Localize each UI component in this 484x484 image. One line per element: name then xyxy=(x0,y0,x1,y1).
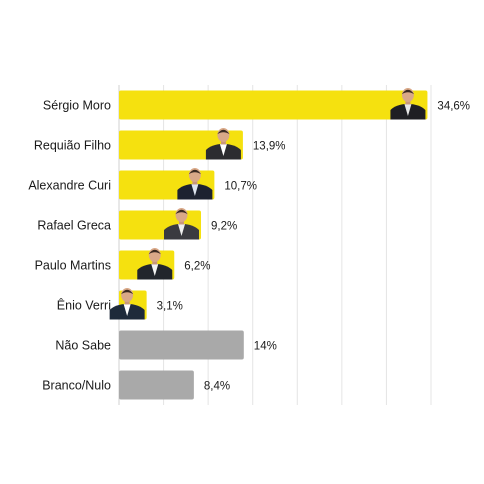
category-label: Ênio Verri xyxy=(57,298,111,313)
person-hair xyxy=(217,129,230,135)
person-hair xyxy=(401,89,415,95)
photo-content xyxy=(137,248,173,280)
candidate-photo xyxy=(109,288,145,320)
person-neck xyxy=(124,299,130,305)
value-label: 9,2% xyxy=(211,221,237,233)
person-neck xyxy=(192,179,198,185)
category-label: Sérgio Moro xyxy=(43,99,111,113)
person-neck xyxy=(405,99,411,105)
bar-row: Ênio Verri 3,1% xyxy=(57,288,183,320)
photo-content xyxy=(177,168,213,200)
bar xyxy=(119,370,194,400)
photo-content xyxy=(390,88,426,120)
value-label: 34,6% xyxy=(437,101,470,113)
value-label: 10,7% xyxy=(224,181,257,193)
person-collar xyxy=(191,184,199,196)
value-label: 8,4% xyxy=(204,381,230,393)
candidate-photo xyxy=(177,168,213,200)
person-neck xyxy=(152,259,158,265)
person-collar xyxy=(219,144,227,156)
bar-row: Requião Filho 13,9% xyxy=(34,128,286,160)
category-label: Paulo Martins xyxy=(35,259,111,273)
person-collar xyxy=(404,104,412,116)
person-collar xyxy=(151,264,159,276)
person-collar xyxy=(178,224,186,236)
bar xyxy=(119,90,428,120)
person-hair xyxy=(148,249,161,255)
bar-row: Não Sabe 14% xyxy=(55,330,277,360)
category-label: Não Sabe xyxy=(55,339,111,353)
photo-content xyxy=(109,288,145,320)
category-label: Requião Filho xyxy=(34,139,111,153)
person-hair xyxy=(175,209,188,215)
candidate-photo xyxy=(205,128,241,160)
bar-row: Paulo Martins 6,2% xyxy=(35,248,210,280)
person-hair xyxy=(188,169,202,175)
bar-row: Alexandre Curi 10,7% xyxy=(28,168,257,200)
photo-content xyxy=(164,208,200,240)
person-hair xyxy=(120,289,134,295)
category-label: Alexandre Curi xyxy=(28,179,111,193)
candidate-photo xyxy=(164,208,200,240)
bar-row: Branco/Nulo 8,4% xyxy=(42,370,230,400)
value-label: 3,1% xyxy=(157,301,183,313)
person-neck xyxy=(220,139,226,145)
value-label: 14% xyxy=(254,341,277,353)
photo-content xyxy=(205,128,241,160)
person-neck xyxy=(179,219,184,225)
value-label: 6,2% xyxy=(184,261,210,273)
bars-group: Sérgio Moro 34,6% Requião Filho 13,9% Alexan… xyxy=(28,88,470,400)
bar-row: Sérgio Moro 34,6% xyxy=(43,88,470,120)
category-label: Rafael Greca xyxy=(37,219,111,233)
bar xyxy=(119,330,244,360)
candidate-photo xyxy=(137,248,173,280)
bar-row: Rafael Greca 9,2% xyxy=(37,208,237,240)
person-collar xyxy=(123,304,131,316)
category-label: Branco/Nulo xyxy=(42,379,111,393)
candidate-photo xyxy=(390,88,426,120)
value-label: 13,9% xyxy=(253,141,286,153)
